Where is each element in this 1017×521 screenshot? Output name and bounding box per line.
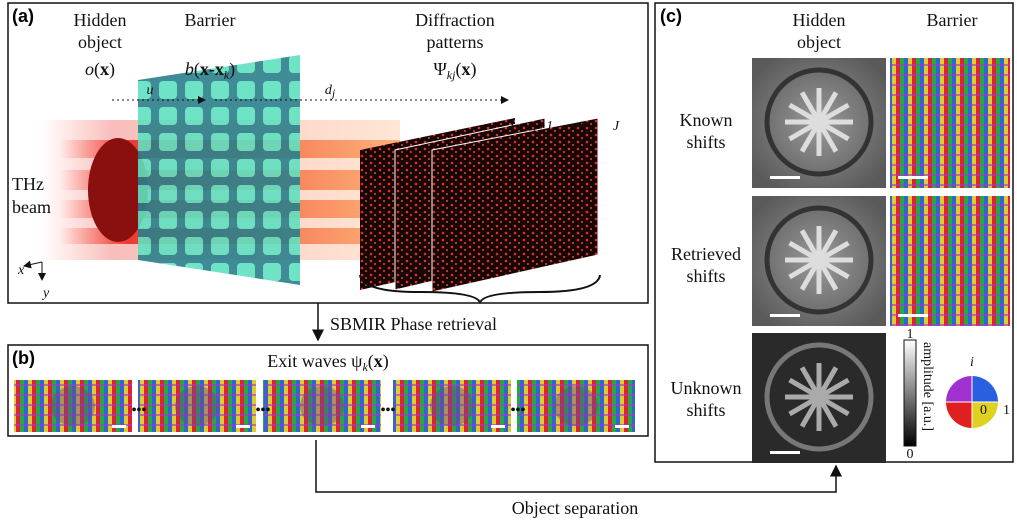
scale-bar [898,176,928,179]
ellipsis: ••• [413,265,428,280]
formula: o(x) [85,59,115,80]
figure: (a) Hidden object o(x) Barrier b(x-xk) D… [0,0,1017,521]
barrier-image [890,58,1010,188]
scale-bar [236,425,250,428]
row-label: Known [680,110,733,130]
scale-bar [112,425,126,428]
axis-label: x [17,263,25,278]
barrier [138,55,300,285]
row-label: shifts [686,266,725,286]
scale-bar [491,425,505,428]
ellipsis: ••• [511,403,526,418]
row-label: Retrieved [671,244,741,264]
scale-bar [898,314,928,317]
distance-label: dj [325,83,336,100]
column-label: object [78,32,122,52]
row-label: shifts [686,400,725,420]
colorbar-label: amplitude [a.u.] [920,342,935,431]
exit-wave-core [175,386,219,426]
scale-bar [770,176,800,179]
ellipsis: ••• [381,403,396,418]
column-label: patterns [427,32,484,52]
colorbar [904,340,916,446]
axis-label: y [41,286,50,301]
row-label: shifts [686,132,725,152]
phase-real: 1 [1003,403,1010,418]
distance-label: u [147,83,154,98]
column-label: Hidden [74,10,127,30]
plane-label: j+1 [531,119,553,134]
column-label: object [797,32,841,52]
column-label: Diffraction [415,10,495,30]
column-label: Barrier [927,10,978,30]
exit-wave-core [300,386,344,426]
column-label: Hidden [793,10,846,30]
panel-label: (a) [12,6,34,26]
barrier-image [890,196,1010,326]
footer-label: Object separation [512,498,638,518]
plane-label: ••• [571,119,586,134]
column-label: Barrier [185,10,236,30]
source-label: beam [12,197,51,217]
colorbar-min: 0 [907,447,914,462]
panel-title: Exit waves ψk(x) [267,351,389,374]
panel-label: (b) [12,348,35,368]
colorbar-max: 1 [907,327,914,342]
ellipsis: ••• [132,403,147,418]
ellipsis: ••• [256,403,271,418]
process-label: SBMIR Phase retrieval [330,314,497,334]
plane-label: J [613,119,620,134]
phase-imag: i [970,355,974,370]
row-label: Unknown [671,378,742,398]
formula: Ψkj(x) [434,59,477,82]
phase-origin: 0 [980,403,987,418]
panel-label: (c) [660,6,682,26]
scale-bar [615,425,629,428]
scale-bar [770,314,800,317]
exit-wave-core [430,386,474,426]
exit-wave-tiles: ••• ••• ••• ••• [14,380,635,432]
source-label: THz [12,174,44,194]
exit-wave-core [554,386,598,426]
scale-bar [770,451,800,454]
scale-bar [361,425,375,428]
exit-wave-core [51,386,95,426]
